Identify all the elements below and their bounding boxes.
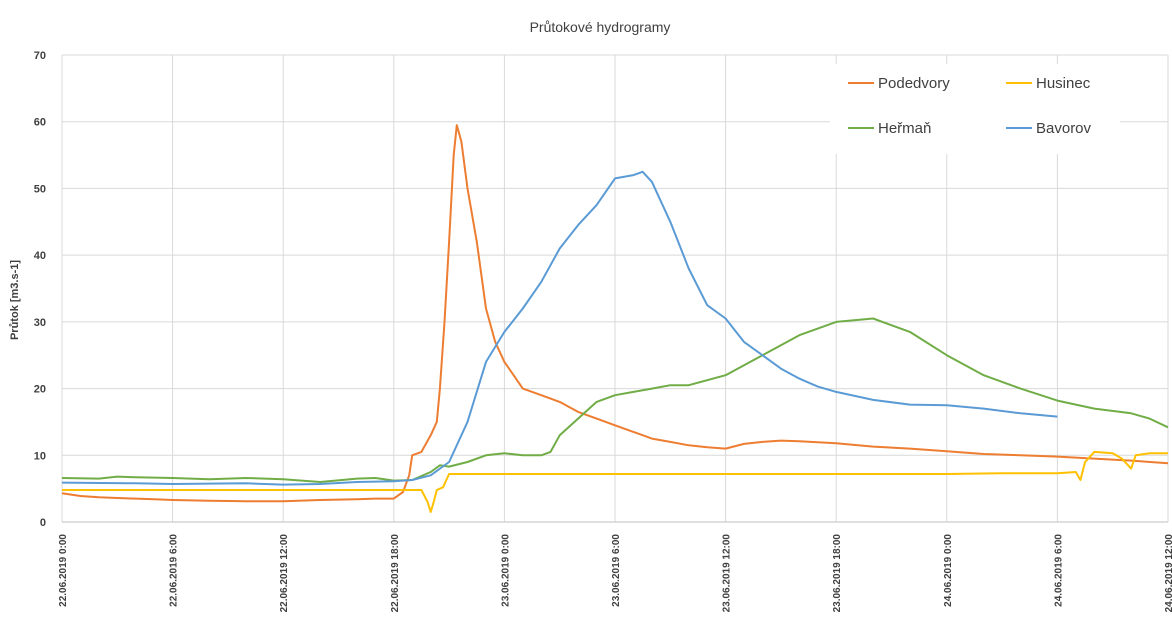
x-tick-label: 22.06.2019 0:00 [58,534,69,607]
series-line-bavorov [61,170,1058,486]
x-tick-labels: 22.06.2019 0:00 22.06.2019 6:00 22.06.2019… [58,534,1172,613]
series-line-podedvory [61,124,1169,503]
y-tick-label: 30 [34,317,46,329]
y-tick-label: 20 [34,384,46,396]
y-tick-label: 0 [40,517,46,529]
legend-label: Husinec [1036,75,1091,92]
legend: Podedvory Husinec Heřmaň Bavorov [830,64,1120,154]
y-tick-label: 70 [34,50,46,62]
legend-box [830,64,1120,154]
legend-label: Heřmaň [878,120,931,137]
x-tick-label: 23.06.2019 12:00 [722,534,733,613]
y-tick-label: 60 [34,117,46,129]
legend-label: Podedvory [878,75,950,92]
legend-label: Bavorov [1036,120,1092,137]
x-tick-label: 22.06.2019 6:00 [169,534,180,607]
x-tick-label: 24.06.2019 6:00 [1053,534,1064,607]
chart-title: Průtokové hydrogramy [530,19,671,35]
y-tick-label: 50 [34,183,46,195]
y-tick-label: 10 [34,450,46,462]
x-tick-label: 22.06.2019 18:00 [390,534,401,613]
y-tick-label: 40 [34,250,46,262]
x-tick-label: 24.06.2019 0:00 [943,534,954,607]
x-tick-label: 24.06.2019 12:00 [1164,534,1172,613]
x-tick-label: 23.06.2019 0:00 [500,534,511,607]
series-line-husinec [62,450,1168,513]
y-axis-label: Průtok [m3.s-1] [9,260,21,340]
y-tick-labels: 0 10 20 30 40 50 60 70 [34,50,46,529]
x-tick-label: 22.06.2019 12:00 [279,534,290,613]
x-tick-label: 23.06.2019 6:00 [611,534,622,607]
series-lines [61,124,1169,513]
series-line-heřmaň [61,317,1169,483]
x-tick-label: 23.06.2019 18:00 [832,534,843,613]
gridlines [61,54,1169,523]
